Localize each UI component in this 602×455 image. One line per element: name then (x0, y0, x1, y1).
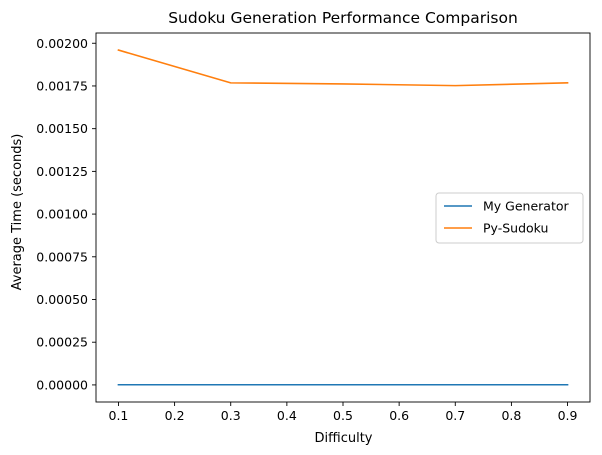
y-tick-label: 0.00125 (36, 164, 88, 179)
y-tick-label: 0.00100 (36, 207, 88, 222)
y-tick-label: 0.00200 (36, 36, 88, 51)
y-tick-label: 0.00150 (36, 121, 88, 136)
y-tick-label: 0.00175 (36, 78, 88, 93)
x-tick-label: 0.8 (501, 408, 521, 423)
series-layer (117, 49, 569, 386)
x-tick-label: 0.2 (165, 408, 185, 423)
legend: My Generator Py-Sudoku (435, 192, 584, 244)
x-tick-label: 0.6 (389, 408, 409, 423)
x-tick-label: 0.3 (221, 408, 241, 423)
legend-label-0: My Generator (483, 199, 569, 214)
chart-title: Sudoku Generation Performance Comparison (168, 9, 518, 27)
y-axis-label: Average Time (seconds) (10, 134, 25, 291)
y-tick-label: 0.00050 (36, 292, 88, 307)
y-tick-label: 0.00025 (36, 335, 88, 350)
x-tick-label: 0.1 (109, 408, 129, 423)
series-line-1 (117, 49, 569, 87)
x-tick-label: 0.7 (445, 408, 465, 423)
x-tick-label: 0.9 (558, 408, 578, 423)
x-tick-label: 0.4 (277, 408, 297, 423)
legend-box (435, 192, 584, 244)
x-tick-label: 0.5 (333, 408, 353, 423)
y-tick-label: 0.00075 (36, 249, 88, 264)
x-axis-label: Difficulty (315, 431, 373, 446)
legend-label-1: Py-Sudoku (483, 221, 548, 236)
y-tick-label: 0.00000 (36, 377, 88, 392)
y-axis-ticks: 0.00000 0.00025 0.00050 0.00075 0.00100 0.001… (36, 36, 96, 392)
x-axis-ticks: 0.1 0.2 0.3 0.4 0.5 0.6 0.7 0.8 0.9 (109, 402, 578, 423)
